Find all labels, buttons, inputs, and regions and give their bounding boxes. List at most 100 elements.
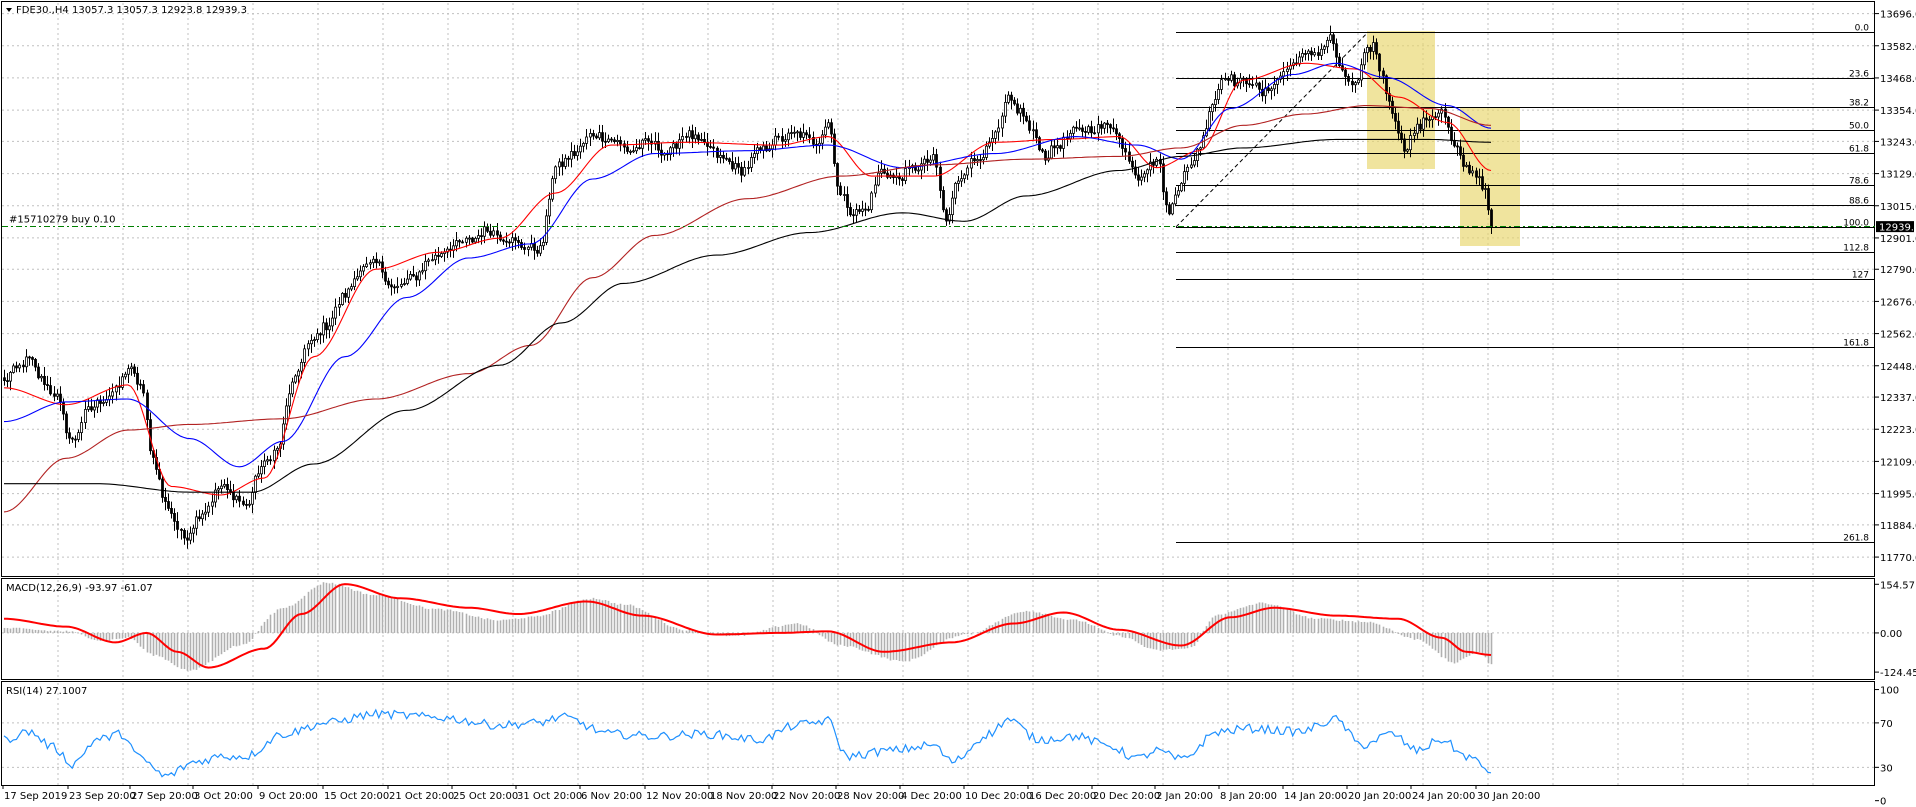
candle-body xyxy=(1347,76,1350,82)
triangle-down-icon[interactable] xyxy=(6,8,12,12)
candle-body xyxy=(1248,83,1251,86)
candle-body xyxy=(592,133,595,137)
candle-body xyxy=(183,530,186,539)
candle-body xyxy=(18,364,21,369)
candle-body xyxy=(350,286,353,290)
candle-body xyxy=(437,254,440,257)
price-axis-label: 11995.0 xyxy=(1880,490,1916,501)
candle-body xyxy=(716,147,719,158)
candle-body xyxy=(619,140,622,145)
candle-body xyxy=(728,158,731,162)
candle-body xyxy=(802,132,805,138)
candle-body xyxy=(1471,170,1474,174)
candle-body xyxy=(242,500,245,505)
candle-body xyxy=(644,138,647,141)
candle-body xyxy=(1059,145,1062,149)
candle-body xyxy=(1369,47,1372,52)
candle-body xyxy=(1484,188,1487,190)
candle-body xyxy=(1481,176,1484,190)
candle-body xyxy=(939,166,942,191)
candle-body xyxy=(1286,68,1289,72)
candle-body xyxy=(852,214,855,217)
candle-body xyxy=(22,364,25,368)
candle-body xyxy=(1400,132,1403,140)
macd-axis-label: 154.57 xyxy=(1880,580,1915,591)
candle-body xyxy=(1282,71,1285,77)
candle-body xyxy=(864,208,867,211)
candle-body xyxy=(855,209,858,216)
candle-body xyxy=(539,245,542,254)
candle-body xyxy=(1378,53,1381,72)
candle-body xyxy=(300,362,303,372)
candle-body xyxy=(65,413,68,434)
candle-body xyxy=(629,150,632,153)
candle-body xyxy=(833,133,836,164)
candle-body xyxy=(1069,132,1072,140)
candle-body xyxy=(1208,111,1211,130)
candle-body xyxy=(1459,146,1462,156)
candle-body xyxy=(1007,94,1010,103)
candle-body xyxy=(1453,140,1456,147)
rsi-label: RSI(14) 27.1007 xyxy=(6,686,87,697)
candle-body xyxy=(1372,42,1375,52)
candle-body xyxy=(1171,203,1174,215)
candle-body xyxy=(1273,84,1276,90)
candle-body xyxy=(870,192,873,211)
candle-body xyxy=(740,166,743,176)
candle-body xyxy=(375,258,378,264)
candle-body xyxy=(34,358,37,368)
candle-body xyxy=(948,214,951,222)
candle-body xyxy=(1177,190,1180,196)
candle-body xyxy=(195,516,198,529)
candle-body xyxy=(533,243,536,251)
candle-body xyxy=(235,495,238,501)
candle-body xyxy=(74,438,77,441)
candle-body xyxy=(607,138,610,143)
candle-body xyxy=(1450,126,1453,141)
candle-body xyxy=(861,208,864,212)
candle-body xyxy=(626,146,629,152)
candle-body xyxy=(976,159,979,162)
candle-body xyxy=(886,172,889,178)
candle-body xyxy=(585,136,588,144)
candle-body xyxy=(1270,88,1273,92)
candle-body xyxy=(93,406,96,411)
candle-body xyxy=(709,146,712,148)
candle-body xyxy=(1112,127,1115,130)
fib-level-label: 100.0 xyxy=(1843,219,1869,229)
candle-body xyxy=(378,261,381,264)
price-axis-label: 13696.0 xyxy=(1880,10,1916,21)
candle-body xyxy=(313,339,316,342)
candle-body xyxy=(1041,149,1044,152)
rsi-axis-label: 30 xyxy=(1880,763,1893,774)
candle-body xyxy=(136,372,139,385)
candle-body xyxy=(1140,176,1143,181)
fibonacci-retracement[interactable]: 0.0 23.6 38.2 50.0 61.8 78.6 88.6 100.0 112.8 127… xyxy=(1175,24,1875,544)
time-axis-label: 17 Sep 2019 xyxy=(4,791,67,802)
candle-body xyxy=(344,292,347,298)
time-axis-label: 20 Jan 20:00 xyxy=(1348,791,1411,802)
ma-line-ema-fast xyxy=(3,62,1492,496)
fib-level-label: 161.8 xyxy=(1843,339,1869,349)
candle-body xyxy=(164,496,167,502)
candle-body xyxy=(127,368,130,375)
candle-body xyxy=(266,459,269,462)
candle-body xyxy=(1056,145,1059,149)
candle-body xyxy=(1363,52,1366,66)
candle-body xyxy=(1437,112,1440,118)
time-axis-label: 28 Nov 20:00 xyxy=(837,791,904,802)
time-axis-label: 4 Dec 20:00 xyxy=(901,791,962,802)
candle-body xyxy=(189,532,192,541)
candle-body xyxy=(781,136,784,142)
candle-body xyxy=(492,230,495,236)
candle-body xyxy=(1344,69,1347,77)
candle-body xyxy=(1224,78,1227,81)
time-axis-label: 6 Nov 20:00 xyxy=(581,791,642,802)
candle-body xyxy=(372,258,375,264)
candle-body xyxy=(421,270,424,273)
candle-body xyxy=(307,343,310,350)
candle-body xyxy=(431,259,434,262)
candle-body xyxy=(796,131,799,134)
candle-body xyxy=(1419,123,1422,130)
